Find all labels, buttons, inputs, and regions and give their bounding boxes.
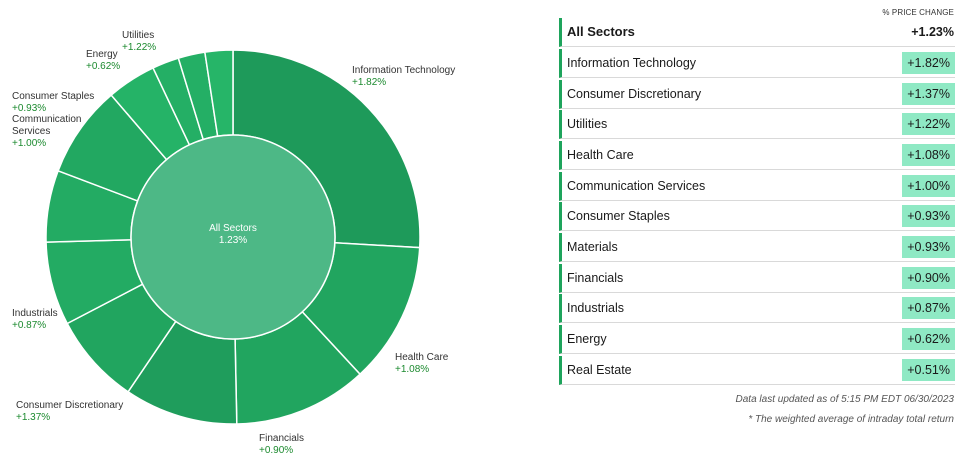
sector-name: Financials (567, 271, 624, 285)
sector-change: +1.22% (902, 113, 955, 135)
label-industrials: Industrials +0.87% (12, 308, 58, 331)
data-updated-note: Data last updated as of 5:15 PM EDT 06/3… (735, 394, 954, 405)
sector-change: +1.00% (902, 175, 955, 197)
label-consumer-staples: Consumer Staples +0.93% (12, 91, 95, 114)
table-row: Consumer Staples +0.93% (559, 202, 955, 231)
table-row-total: All Sectors +1.23% (559, 18, 955, 47)
table-row: Communication Services +1.00% (559, 172, 955, 201)
sector-name: Communication Services (567, 179, 706, 193)
sector-name: Consumer Discretionary (567, 87, 702, 101)
table-row: Real Estate +0.51% (559, 356, 955, 385)
table-row: Materials +0.93% (559, 233, 955, 262)
label-consumer-discretionary: Consumer Discretionary +1.37% (16, 400, 124, 423)
table-row: Industrials +0.87% (559, 294, 955, 323)
donut-svg (45, 49, 421, 425)
sector-name: Real Estate (567, 363, 632, 377)
sector-change: +0.62% (902, 328, 955, 350)
sector-name: Information Technology (567, 56, 697, 70)
sector-change: +1.82% (902, 52, 955, 74)
sector-name: Industrials (567, 301, 624, 315)
table-row: Information Technology +1.82% (559, 49, 955, 78)
donut-center (130, 134, 336, 340)
sector-change: +1.23% (911, 25, 954, 39)
label-communication-services: Communication Services +1.00% (12, 114, 82, 149)
label-health-care: Health Care +1.08% (395, 352, 449, 375)
price-change-header: % PRICE CHANGE (882, 8, 954, 17)
label-utilities: Utilities +1.22% (122, 30, 157, 53)
sector-change: +1.37% (902, 83, 955, 105)
sector-name: Utilities (567, 117, 608, 131)
sector-name: Health Care (567, 148, 634, 162)
weighted-average-note: * The weighted average of intraday total… (748, 414, 954, 425)
sector-change: +1.08% (902, 144, 955, 166)
sector-change: +0.90% (902, 267, 955, 289)
sector-name: Consumer Staples (567, 209, 670, 223)
label-energy: Energy +0.62% (86, 49, 121, 72)
sector-change: +0.93% (902, 205, 955, 227)
table-row: Utilities +1.22% (559, 110, 955, 139)
label-financials: Financials +0.90% (259, 433, 305, 456)
sector-name: Energy (567, 332, 607, 346)
table-row: Health Care +1.08% (559, 141, 955, 170)
table-row: Financials +0.90% (559, 264, 955, 293)
sector-change: +0.51% (902, 359, 955, 381)
sector-change: +0.87% (902, 297, 955, 319)
table-row: Energy +0.62% (559, 325, 955, 354)
label-information-technology: Information Technology +1.82% (352, 65, 456, 88)
sector-name: All Sectors (567, 24, 635, 39)
center-value: 1.23% (218, 235, 248, 246)
center-name: All Sectors (209, 223, 257, 234)
table-row: Consumer Discretionary +1.37% (559, 80, 955, 109)
sector-donut-chart: All Sectors 1.23% Information Technology… (12, 30, 456, 456)
sector-change: +0.93% (902, 236, 955, 258)
sector-name: Materials (567, 240, 618, 254)
center-label: All Sectors 1.23% (182, 223, 284, 247)
